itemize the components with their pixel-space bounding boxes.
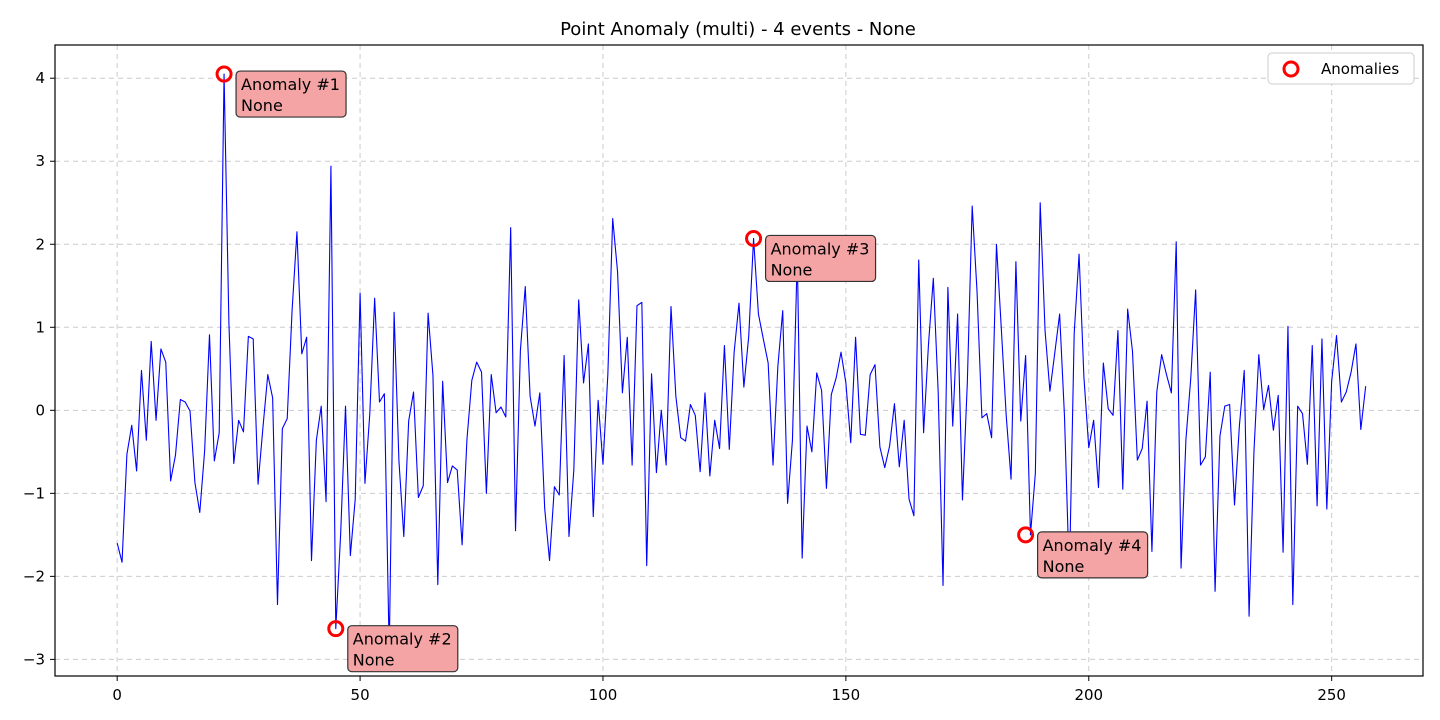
anomaly-annotation-title: Anomaly #1 xyxy=(241,75,340,94)
y-tick-label: 0 xyxy=(35,401,45,419)
y-tick-label: −1 xyxy=(23,484,45,502)
anomaly-layer: Anomaly #1 None Anomaly #2 None Anomaly #3 No… xyxy=(215,65,1149,673)
anomaly-marker xyxy=(327,620,345,638)
y-tick-label: 2 xyxy=(35,235,45,253)
x-tick-label: 200 xyxy=(1074,686,1103,704)
anomaly-annotation-box xyxy=(235,70,347,118)
plot-frame xyxy=(54,44,1424,677)
axes: 0 50 100 150 200 250 −3 −2 −1 0 1 2 3 4 xyxy=(23,69,1346,704)
x-tick-label: 250 xyxy=(1317,686,1346,704)
chart-title: Point Anomaly (multi) - 4 events - None xyxy=(560,19,916,40)
legend-anomaly-marker xyxy=(1282,60,1300,78)
anomaly-marker xyxy=(745,229,763,247)
legend: Anomalies xyxy=(1267,52,1415,85)
anomaly-annotation-box xyxy=(347,625,459,673)
anomaly-annotation-box xyxy=(764,234,877,283)
anomaly-annotation-detail: None xyxy=(1043,557,1085,576)
anomaly-annotation-detail: None xyxy=(771,260,813,279)
legend-label-anomalies: Anomalies xyxy=(1321,60,1399,78)
legend-box xyxy=(1267,52,1415,85)
anomaly-annotation-box xyxy=(1037,531,1149,579)
anomaly-annotation-title: Anomaly #4 xyxy=(1043,536,1142,555)
x-tick-label: 100 xyxy=(589,686,618,704)
y-tick-label: 1 xyxy=(35,318,45,336)
anomaly-marker xyxy=(215,65,233,83)
y-tick-label: 3 xyxy=(35,152,45,170)
y-tick-label: −2 xyxy=(23,567,45,585)
x-tick-label: 50 xyxy=(351,686,370,704)
anomaly-annotation-title: Anomaly #3 xyxy=(771,239,870,258)
y-tick-label: 4 xyxy=(35,69,45,87)
y-tick-label: −3 xyxy=(23,650,45,668)
x-tick-label: 0 xyxy=(112,686,122,704)
anomaly-marker xyxy=(1017,526,1035,544)
series-layer xyxy=(116,73,1367,654)
signal-series-line xyxy=(116,73,1367,654)
anomaly-annotation-title: Anomaly #2 xyxy=(353,630,452,649)
grid xyxy=(55,45,1423,676)
anomaly-annotation-detail: None xyxy=(353,651,395,670)
x-tick-label: 150 xyxy=(832,686,861,704)
anomaly-annotation-detail: None xyxy=(241,96,283,115)
